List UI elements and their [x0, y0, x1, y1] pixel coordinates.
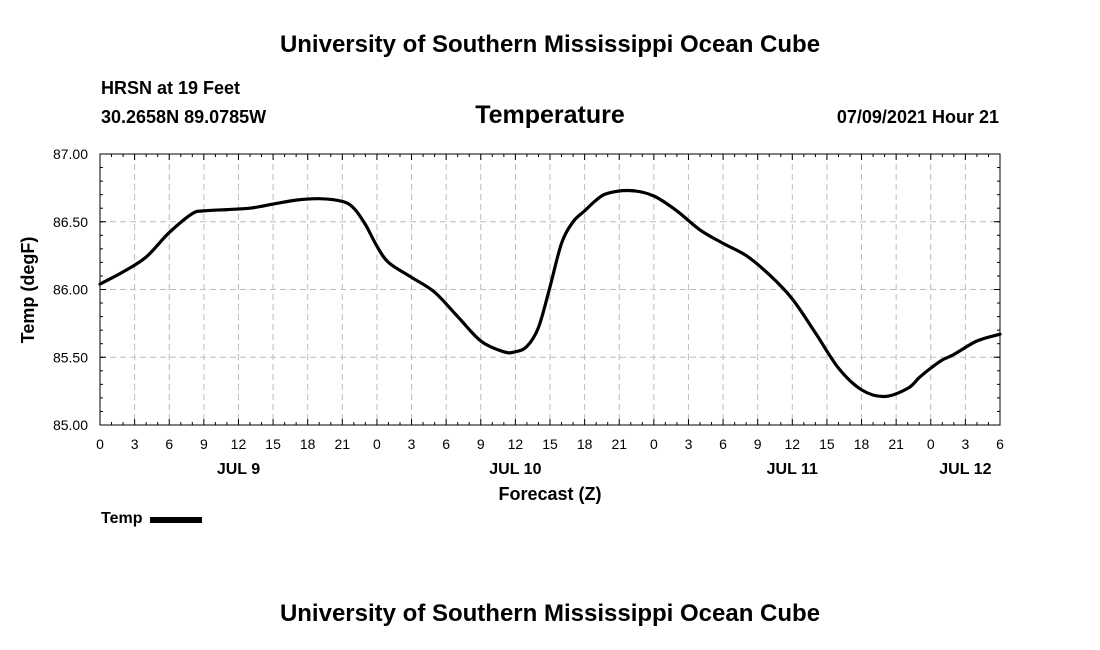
x-tick-label: 15	[542, 436, 558, 452]
data-layer	[98, 188, 1002, 399]
x-tick-label: 3	[408, 436, 416, 452]
x-tick-label: 0	[96, 436, 104, 452]
variable-title: Temperature	[475, 101, 625, 129]
x-tick-label: 3	[961, 436, 969, 452]
chart-title: University of Southern Mississippi Ocean…	[279, 31, 821, 58]
y-axis-title: Temp (degF)	[18, 237, 38, 344]
x-tick-label: 18	[577, 436, 593, 452]
x-tick-label: 21	[611, 436, 627, 452]
grid-layer	[100, 154, 1000, 425]
x-tick-label: 15	[819, 436, 835, 452]
x-axis-title: Forecast (Z)	[498, 484, 601, 504]
y-tick-label: 85.50	[53, 349, 88, 365]
x-tick-label: 0	[373, 436, 381, 452]
station-coordinates: 30.2658N 89.0785W	[101, 107, 267, 127]
x-tick-label: 3	[685, 436, 693, 452]
x-tick-label: 6	[719, 436, 727, 452]
axis-layer	[99, 153, 1001, 426]
x-tick-label: 0	[650, 436, 658, 452]
y-tick-label: 85.00	[53, 417, 88, 433]
station-name: HRSN at 19 Feet	[101, 78, 241, 98]
x-tick-label: 12	[785, 436, 801, 452]
label-layer: 0 3 6 9 12 15 18 21 0 3 6 9 12 15 18 21 0 3 6 9 12 15 18 21 0 3 6 8…	[53, 146, 1004, 478]
y-tick-label: 87.00	[53, 146, 88, 162]
x-tick-label: 6	[442, 436, 450, 452]
x-tick-label: 9	[200, 436, 208, 452]
day-label: JUL 11	[767, 461, 818, 478]
legend-label: Temp	[101, 510, 143, 527]
x-tick-label: 18	[854, 436, 870, 452]
x-tick-label: 9	[754, 436, 762, 452]
legend: Temp	[101, 510, 203, 528]
x-tick-label: 12	[508, 436, 524, 452]
day-label: JUL 12	[939, 461, 991, 478]
x-tick-label: 9	[477, 436, 485, 452]
forecast-datetime: 07/09/2021 Hour 21	[836, 107, 999, 127]
x-tick-label: 12	[231, 436, 247, 452]
x-tick-label: 6	[165, 436, 173, 452]
y-tick-label: 86.00	[53, 282, 88, 298]
x-tick-label: 6	[996, 436, 1004, 452]
x-tick-label: 18	[300, 436, 316, 452]
x-tick-label: 0	[927, 436, 935, 452]
day-label: JUL 10	[489, 461, 541, 478]
x-tick-label: 21	[888, 436, 904, 452]
day-label: JUL 9	[217, 461, 260, 478]
footer-title: University of Southern Mississippi Ocean…	[279, 600, 821, 627]
x-tick-label: 15	[265, 436, 281, 452]
series-line-temp	[98, 188, 1002, 399]
plot-frame	[99, 153, 1001, 426]
y-tick-label: 86.50	[53, 214, 88, 230]
x-tick-label: 3	[131, 436, 139, 452]
legend-line-swatch	[150, 517, 203, 523]
x-tick-label: 21	[335, 436, 351, 452]
